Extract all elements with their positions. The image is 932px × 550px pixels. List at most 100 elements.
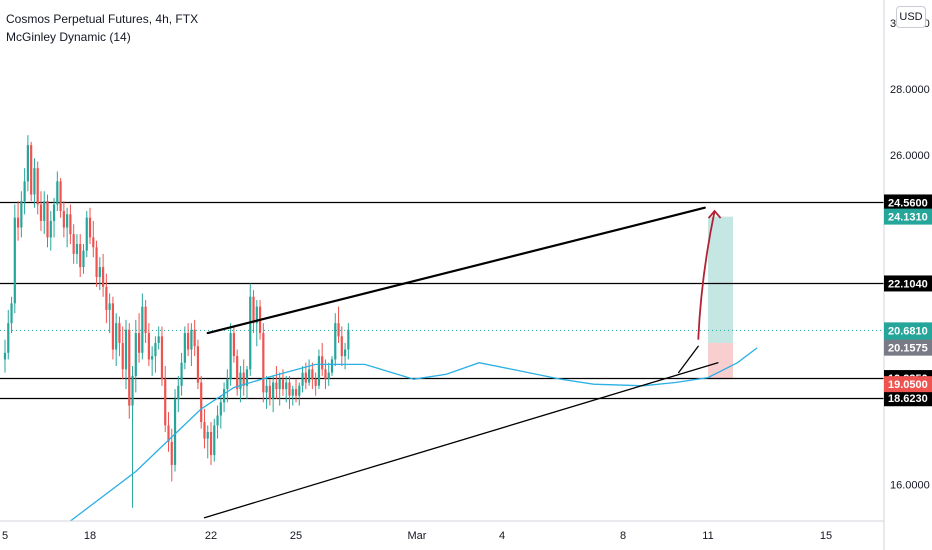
candle xyxy=(239,366,242,403)
candle-body xyxy=(79,244,82,268)
time-tick-label: 4 xyxy=(499,530,505,542)
candle xyxy=(147,323,150,367)
candle-body xyxy=(10,303,13,324)
candle-body xyxy=(43,201,46,221)
candle-body xyxy=(232,333,235,357)
candle xyxy=(26,135,29,192)
candle xyxy=(3,339,7,373)
candle xyxy=(36,161,39,215)
price-tag-bg xyxy=(884,339,932,356)
candle-body xyxy=(102,267,105,287)
candle-body xyxy=(105,286,108,310)
candle xyxy=(177,375,180,413)
candle-body xyxy=(36,168,39,205)
candle-body xyxy=(298,385,301,396)
candle xyxy=(268,379,271,406)
candle xyxy=(222,382,226,413)
mcginley-line xyxy=(70,347,758,522)
candle-body xyxy=(46,201,49,238)
candle-body xyxy=(278,379,281,390)
candle-body xyxy=(30,145,33,195)
candle-body xyxy=(291,389,294,396)
candle-body xyxy=(23,181,26,202)
indicator-label[interactable]: McGinley Dynamic (14) xyxy=(6,30,131,44)
candle xyxy=(317,349,321,390)
candle-body xyxy=(314,379,317,386)
candle xyxy=(255,300,258,347)
symbol-title[interactable]: Cosmos Perpetual Futures, 4h, FTX xyxy=(6,12,199,26)
candle xyxy=(69,204,72,245)
time-tick-label: 5 xyxy=(2,530,8,542)
candle-body xyxy=(196,346,200,383)
price-tick-label: 26.0000 xyxy=(890,150,930,162)
candle-body xyxy=(334,323,337,360)
candle-body xyxy=(343,349,347,357)
price-tag-text: 20.1575 xyxy=(888,343,928,355)
price-tag-bg xyxy=(884,208,932,225)
candle-body xyxy=(52,204,56,221)
candle xyxy=(200,375,203,429)
candle-body xyxy=(281,379,285,390)
candle-body xyxy=(255,306,258,324)
trendlines[interactable] xyxy=(203,206,719,519)
candle xyxy=(298,382,301,406)
trendline[interactable] xyxy=(203,362,719,519)
level-price-tag-bg xyxy=(884,275,932,292)
trendline[interactable] xyxy=(206,206,706,335)
candle xyxy=(291,385,294,406)
candle-body xyxy=(95,247,98,277)
price-tag-text: 19.0500 xyxy=(888,379,928,391)
trendline[interactable] xyxy=(677,345,699,374)
candle-body xyxy=(157,336,160,343)
candle-body xyxy=(131,375,134,406)
candle xyxy=(343,342,347,370)
candle-body xyxy=(177,385,180,399)
candle xyxy=(173,389,177,472)
projection-arrow[interactable] xyxy=(697,209,722,340)
candle-body xyxy=(239,372,242,390)
candle-body xyxy=(88,217,92,238)
candle-body xyxy=(190,329,193,350)
mcginley-dynamic-line xyxy=(70,347,758,522)
candle-body xyxy=(294,389,298,396)
arrow-head[interactable] xyxy=(707,209,722,219)
candle-body xyxy=(347,329,350,350)
candle-body xyxy=(151,356,154,360)
candle xyxy=(232,326,235,363)
candle xyxy=(278,372,281,406)
level-price-tag-text: 24.5600 xyxy=(888,197,928,209)
price-tag-text: 24.1310 xyxy=(888,212,928,224)
candle-body xyxy=(141,306,144,353)
candle-body xyxy=(183,333,186,363)
candle xyxy=(13,204,16,314)
candle-body xyxy=(222,389,226,403)
candle-body xyxy=(272,382,275,399)
candle-body xyxy=(219,402,222,416)
currency-button[interactable]: USD xyxy=(896,6,926,28)
candle-body xyxy=(200,382,203,423)
candle xyxy=(330,356,334,376)
candle-body xyxy=(167,425,170,442)
candle xyxy=(39,191,43,231)
price-tags: 24.560022.104019.235018.623024.131020.68… xyxy=(884,194,932,407)
time-tick-label: 25 xyxy=(290,530,302,542)
candle xyxy=(88,207,92,245)
candle xyxy=(275,366,278,399)
candle xyxy=(314,372,317,396)
candle-body xyxy=(324,369,327,380)
candle xyxy=(141,293,144,360)
candle xyxy=(75,234,79,264)
candle-body xyxy=(59,181,62,212)
horizontal-levels[interactable] xyxy=(0,201,884,400)
candle xyxy=(72,224,75,264)
candle xyxy=(294,379,298,403)
candle-body xyxy=(193,329,196,347)
candle-body xyxy=(164,379,167,426)
arrow-shaft[interactable] xyxy=(697,210,716,340)
candle-body xyxy=(147,333,150,360)
candle-body xyxy=(321,356,324,370)
candle-body xyxy=(128,329,131,406)
candle xyxy=(124,319,128,390)
